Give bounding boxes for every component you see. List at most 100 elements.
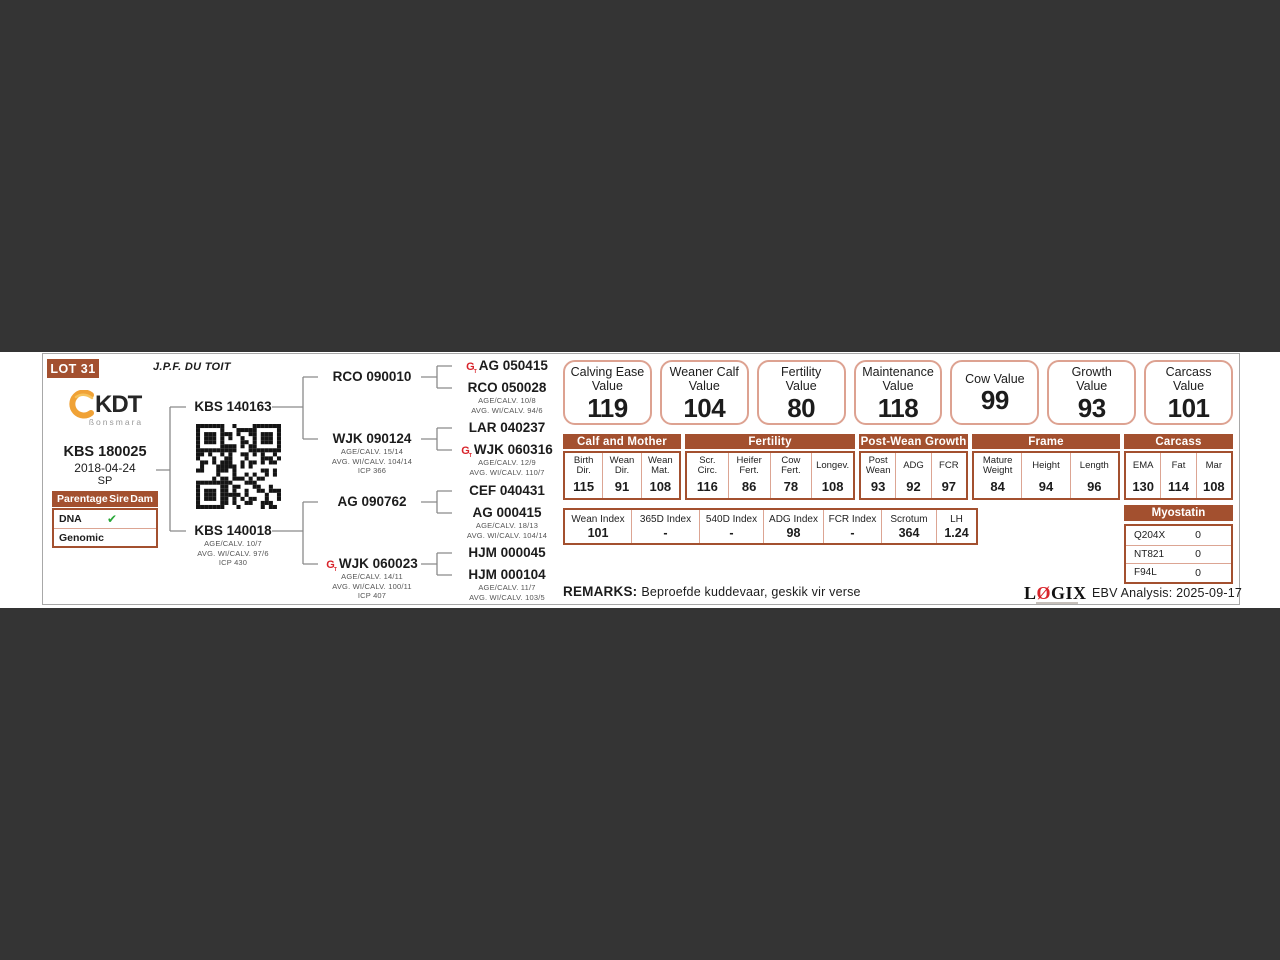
ebv-cell: Mature Weight 84 <box>982 454 1013 494</box>
value-box-value: 93 <box>1077 392 1106 423</box>
myostatin-table: Myostatin Q204X 0 NT821 0 F94L 0 <box>1124 505 1233 584</box>
remarks-text: Beproefde kuddevaar, geskik vir verse <box>641 585 861 599</box>
value-box-value: 99 <box>980 385 1009 416</box>
value-box-value: 101 <box>1167 392 1210 423</box>
pedigree-node-stats: AGE/CALV. 15/14 AVG. WI/CALV. 104/14 ICP… <box>331 447 413 475</box>
pedigree-node: RCO 050028 <box>467 380 547 395</box>
parentage-row-dna: DNA ✔ <box>54 510 156 528</box>
value-box-label: Growth Value <box>1071 364 1112 394</box>
pedigree-node-stats: AGE/CALV. 11/7 AVG. WI/CALV. 103/5 <box>469 583 545 602</box>
kdt-logo-text: KDT <box>95 391 142 418</box>
ebv-tables: Calf and Mother Birth Dir. 115 Wean Dir. 9… <box>563 434 1233 500</box>
genomic-tested-icon <box>326 559 337 571</box>
value-box-growth: Growth Value 93 <box>1047 360 1137 425</box>
pedigree-node: WJK 090124 <box>332 431 412 446</box>
parentage-header-sire: Sire <box>109 493 129 505</box>
index-cell: ADG Index 98 <box>763 510 823 543</box>
parentage-header-dam: Dam <box>130 493 153 505</box>
pedigree-node: AG 050415 <box>440 357 574 381</box>
index-cell: Scrotum 364 <box>881 510 936 543</box>
pedigree-node-id: WJK 060316 <box>473 442 553 457</box>
value-box-label: Carcass Value <box>1165 364 1212 394</box>
qr-code <box>196 424 281 509</box>
index-cell: LH 1.24 <box>936 510 976 543</box>
viewer-background-bottom <box>0 608 1280 960</box>
ebv-group-carcass: Carcass EMA 130 Fat 114 Mar 108 <box>1124 434 1233 500</box>
ebv-cell: Wean Mat. 108 <box>640 453 679 498</box>
kdt-logo-icon <box>69 390 94 419</box>
value-box-carcass: Carcass Value 101 <box>1144 360 1234 425</box>
pedigree-node-id: AG 050415 <box>478 358 548 373</box>
value-boxes: Calving Ease Value 119 Weaner Calf Value 1… <box>563 360 1234 425</box>
ebv-cell: Length 96 <box>1069 453 1118 498</box>
pedigree-node-stats: AGE/CALV. 14/11 AVG. WI/CALV. 100/11 ICP… <box>332 572 412 600</box>
animal-birthdate: 2018-04-24 <box>74 461 136 475</box>
pedigree-node: LAR 040237 <box>468 420 546 435</box>
animal-id: KBS 180025 <box>63 444 147 460</box>
ebv-cell: Wean Dir. 91 <box>602 453 640 498</box>
parentage-row-label: DNA <box>59 513 82 525</box>
logix-logo-caption <box>1036 602 1078 604</box>
pedigree-node-stats: AGE/CALV. 10/8 AVG. WI/CALV. 94/6 <box>471 396 543 415</box>
pedigree-sire: KBS 140163 <box>194 399 272 414</box>
ebv-cell: Heifer Fert. 86 <box>727 453 770 498</box>
pedigree-dam-stats: AGE/CALV. 10/7 AVG. WI/CALV. 97/6 ICP 43… <box>197 539 269 567</box>
myostatin-row: Q204X 0 <box>1134 529 1201 542</box>
pedigree-node: HJM 000104 <box>468 567 546 582</box>
parentage-header: Parentage Sire Dam <box>52 491 158 507</box>
ebv-cell: Height 94 <box>1021 453 1069 498</box>
pedigree-node: HJM 000045 <box>468 545 546 560</box>
index-cell: 540D Index - <box>699 510 763 543</box>
ebv-cell: Fat 114 <box>1160 453 1195 498</box>
value-box-value: 118 <box>877 392 919 423</box>
value-box-cow: Cow Value 99 <box>950 360 1040 425</box>
value-box-value: 104 <box>683 392 726 423</box>
index-cell: FCR Index - <box>823 510 881 543</box>
ebv-analysis-date: EBV Analysis: 2025-09-17 <box>1092 586 1243 600</box>
value-box-label: Maintenance Value <box>862 364 934 394</box>
dna-check-icon: ✔ <box>106 512 118 526</box>
viewer-background-top <box>0 0 1280 352</box>
parentage-header-title: Parentage <box>57 493 108 505</box>
ebv-group-frame: Frame Mature Weight 84 Height 94 Length 96 <box>972 434 1120 500</box>
ebv-cell: FCR 97 <box>930 453 966 498</box>
pedigree-node: RCO 090010 <box>332 369 412 384</box>
value-box-value: 80 <box>787 392 816 423</box>
index-table: Wean Index 101 365D Index - 540D Index - AD… <box>563 508 978 545</box>
ebv-cell: ADG 92 <box>895 453 930 498</box>
pedigree-node-stats: AGE/CALV. 12/9 AVG. WI/CALV. 110/7 <box>469 458 545 477</box>
genomic-tested-icon <box>461 445 472 457</box>
ebv-group-fertility: Fertility Scr. Circ. 116 Heifer Fert. 86 C… <box>685 434 855 500</box>
value-box-calving-ease: Calving Ease Value 119 <box>563 360 652 425</box>
ebv-group-header: Fertility <box>685 434 855 449</box>
value-box-label: Fertility Value <box>781 364 822 394</box>
value-box-maintenance: Maintenance Value 118 <box>853 360 943 425</box>
value-box-fertility: Fertility Value 80 <box>756 360 846 425</box>
logix-logo-letter: L <box>1024 583 1037 603</box>
lot-number-badge: LOT 31 <box>47 359 99 378</box>
logix-logo: LØGIX <box>1024 583 1087 603</box>
parentage-table: Parentage Sire Dam DNA ✔ Genomic <box>52 491 158 548</box>
index-cell: Wean Index 101 <box>571 514 625 540</box>
ebv-cell: Scr. Circ. 116 <box>696 454 718 494</box>
myostatin-header: Myostatin <box>1124 505 1233 521</box>
ebv-group-header: Post-Wean Growth <box>859 434 968 449</box>
owner-name: J.P.F. DU TOIT <box>153 361 231 373</box>
value-box-label: Weaner Calf Value <box>669 364 739 394</box>
ebv-cell: Birth Dir. 115 <box>573 454 595 494</box>
logix-logo-g-icon: Ø <box>1036 583 1052 603</box>
animal-status: SP <box>97 475 113 487</box>
genomic-tested-icon <box>466 361 477 373</box>
myostatin-row: F94L 0 <box>1126 563 1231 582</box>
parentage-row-label: Genomic <box>59 531 104 544</box>
pedigree-node: AG 090762 <box>337 494 407 509</box>
ebv-cell: EMA 130 <box>1132 459 1155 494</box>
pedigree-dam: KBS 140018 <box>194 523 272 538</box>
index-cell: 365D Index - <box>631 510 699 543</box>
pedigree-node: CEF 040431 <box>469 483 545 498</box>
pedigree-node: WJK 060023 <box>305 555 439 579</box>
ebv-group-post-wean-growth: Post-Wean Growth Post Wean 93 ADG 92 FCR 97 <box>859 434 968 500</box>
ebv-cell: Longev. 108 <box>811 453 853 498</box>
remarks: REMARKS: Beproefde kuddevaar, geskik vir … <box>563 584 1033 599</box>
